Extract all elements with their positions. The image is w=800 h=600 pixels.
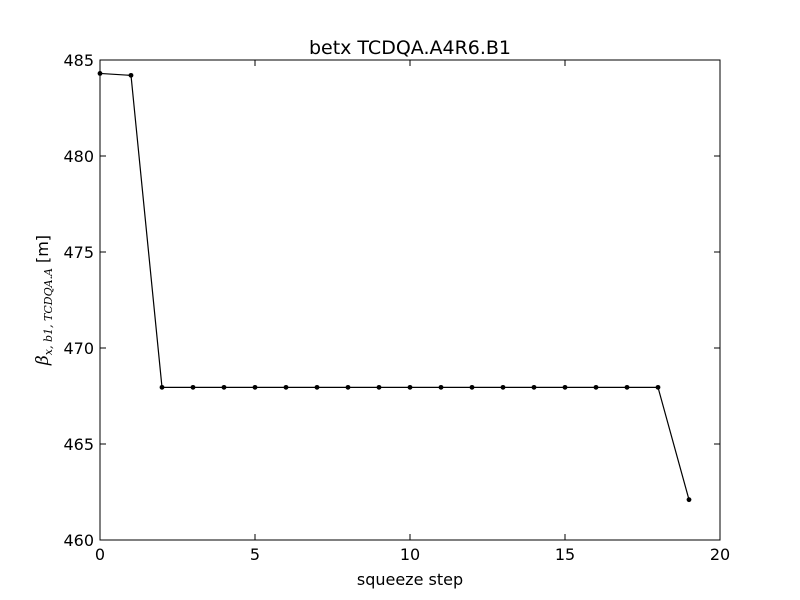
y-axis-label-symbol: β [33,355,53,366]
y-axis: 460 465 470 475 480 485 [63,51,720,550]
x-tick-label: 15 [555,545,575,564]
y-axis-label-unit: [m] [33,235,52,263]
y-tick-label: 475 [63,243,94,262]
data-point [159,384,165,390]
x-axis: 0 5 10 15 20 [95,60,730,564]
data-point [593,384,599,390]
data-point [562,384,568,390]
data-point [252,384,258,390]
data-point [624,384,630,390]
data-point [128,72,134,78]
plot-area [97,71,692,503]
data-point [469,384,475,390]
y-tick-label: 480 [63,147,94,166]
y-tick-label: 470 [63,339,94,358]
data-point [190,384,196,390]
x-tick-label: 5 [250,545,260,564]
chart-title: betx TCDQA.A4R6.B1 [309,37,511,59]
x-tick-label: 0 [95,545,105,564]
data-point [531,384,537,390]
y-tick-label: 485 [63,51,94,70]
x-tick-label: 10 [400,545,420,564]
plot-frame [99,59,721,541]
y-tick-label: 465 [63,435,94,454]
data-point [407,384,413,390]
y-axis-label: βx, b1, TCDQA.A [m] [33,235,55,366]
data-point [686,497,692,503]
y-tick-label: 460 [63,531,94,550]
y-axis-label-subscript: x, b1, TCDQA.A [42,268,55,355]
data-point [500,384,506,390]
x-axis-label: squeeze step [357,570,463,589]
x-tick-label: 20 [710,545,730,564]
data-point [655,384,661,390]
data-point [438,384,444,390]
data-point [376,384,382,390]
series-line [99,72,690,500]
data-point [314,384,320,390]
data-point [221,384,227,390]
data-point [283,384,289,390]
data-point [345,384,351,390]
